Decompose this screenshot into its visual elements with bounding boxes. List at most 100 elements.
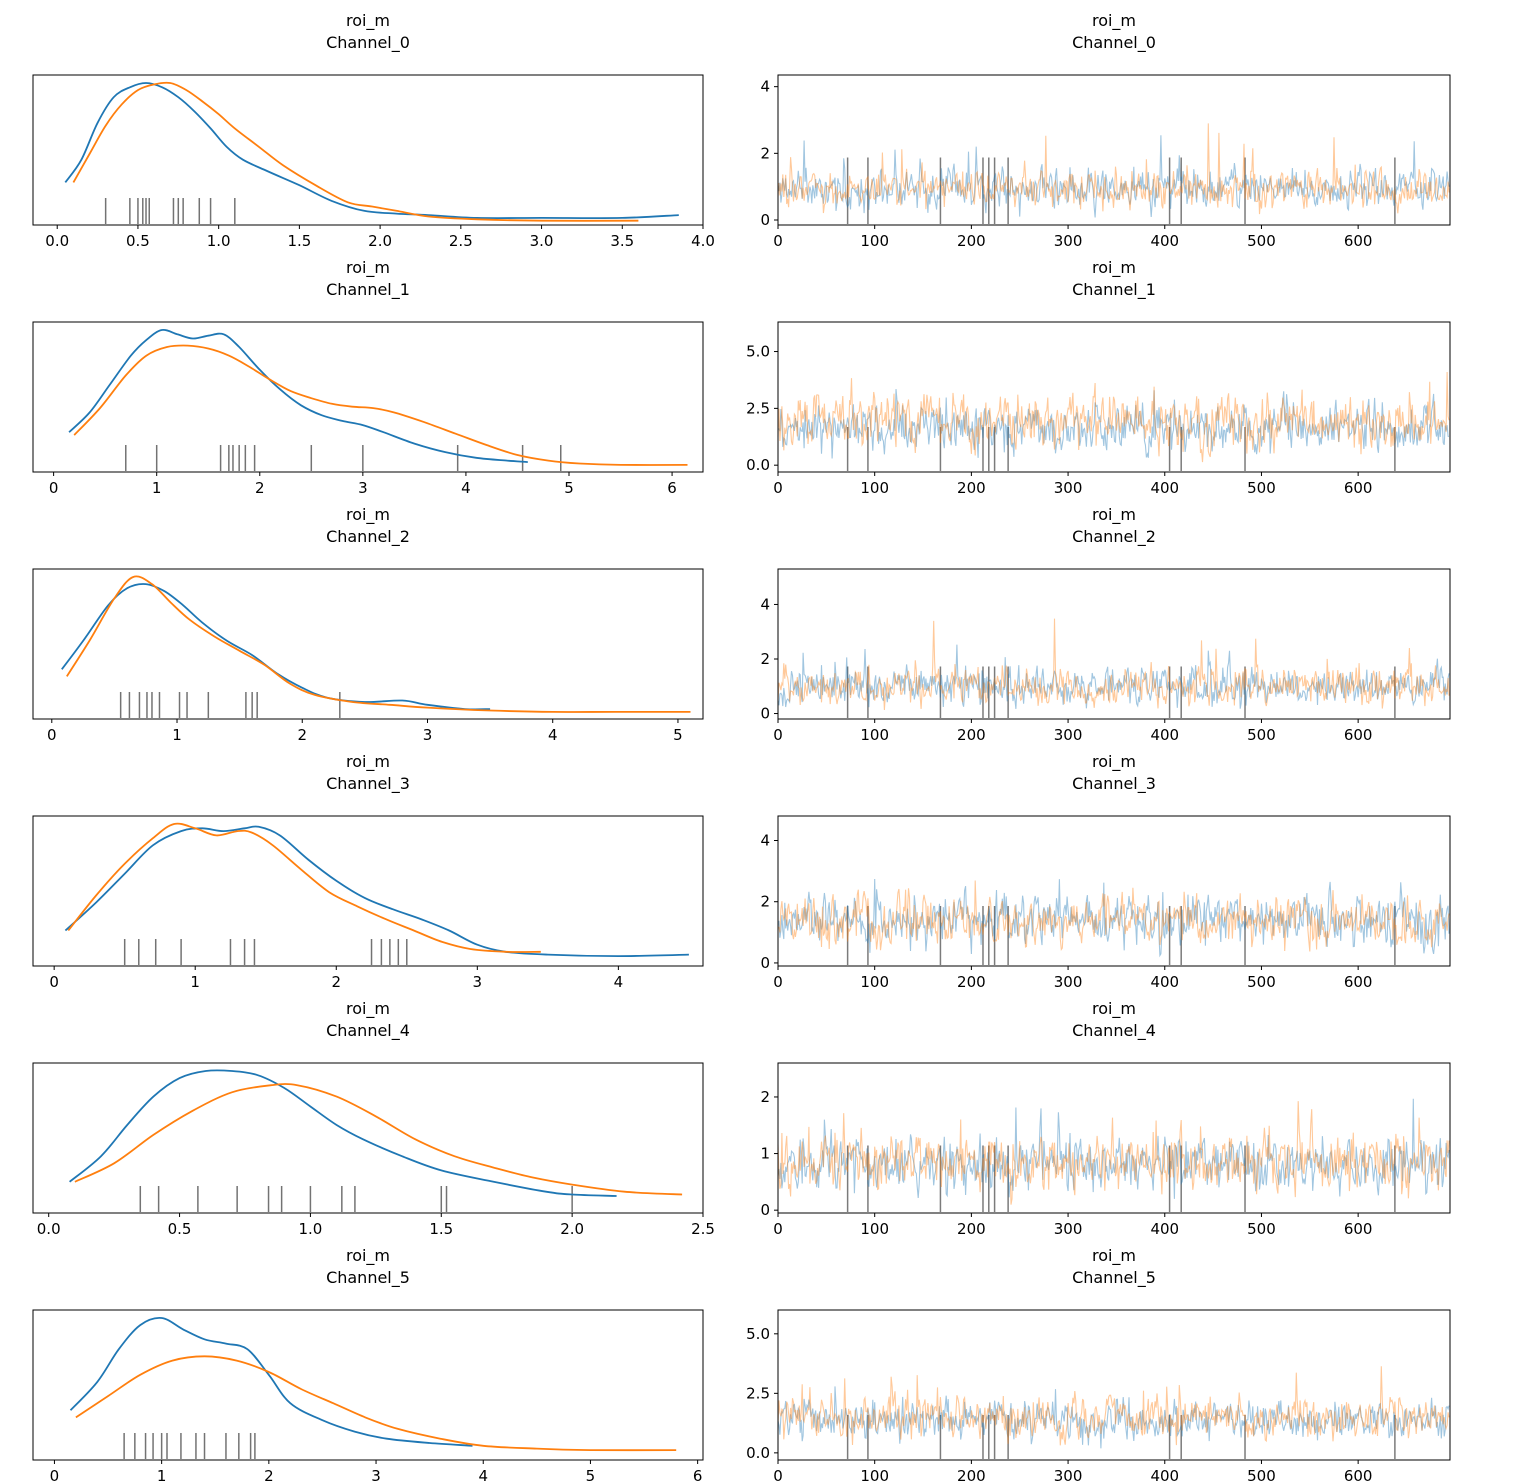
kde-panel-0: 0.0 0.5 1.0 1.5 2.0 2.5 3.0 3.5 4.0 xyxy=(32,74,715,250)
kde-curve-blue xyxy=(61,583,491,711)
kde-panel-2: 0 1 2 3 4 5 xyxy=(32,568,704,744)
kde-curve-blue xyxy=(69,1316,473,1447)
x-axis: 0 100 200 300 400 500 600 xyxy=(773,719,1372,744)
kde-panel-3: 0 1 2 3 4 xyxy=(32,815,704,991)
plot-title-line2: Channel_2 xyxy=(1072,527,1156,546)
svg-text:6: 6 xyxy=(667,479,677,497)
svg-text:200: 200 xyxy=(957,1467,986,1482)
x-axis: 0 100 200 300 400 500 600 xyxy=(773,1213,1372,1238)
trace-blue xyxy=(777,1386,1450,1449)
plot-title-line1: roi_m xyxy=(345,752,391,771)
svg-text:1: 1 xyxy=(152,479,162,497)
kde-panel-4: 0.0 0.5 1.0 1.5 2.0 2.5 xyxy=(32,1062,715,1238)
svg-text:4: 4 xyxy=(461,479,471,497)
trace-blue xyxy=(777,389,1450,459)
kde-curve-blue xyxy=(64,825,689,958)
ts-panel-3: 0 100 200 300 400 500 600 0 2 4 xyxy=(760,815,1451,991)
axes-spines xyxy=(32,1062,704,1214)
kde-curve-blue xyxy=(69,1069,617,1197)
x-axis: 0 100 200 300 400 500 600 xyxy=(773,966,1372,991)
trace-blue xyxy=(777,878,1450,958)
svg-text:4: 4 xyxy=(760,831,770,849)
svg-text:100: 100 xyxy=(860,1467,889,1482)
kde-panel-5: 0 1 2 3 4 5 6 xyxy=(32,1309,704,1482)
plot-title-line1: roi_m xyxy=(345,1246,391,1265)
svg-text:2: 2 xyxy=(760,144,770,162)
svg-text:4: 4 xyxy=(478,1467,488,1482)
svg-text:5.0: 5.0 xyxy=(746,343,770,361)
svg-text:2: 2 xyxy=(255,479,265,497)
svg-text:3.0: 3.0 xyxy=(530,232,554,250)
svg-text:4: 4 xyxy=(760,595,770,613)
kde-curve-orange xyxy=(73,344,688,466)
svg-text:0: 0 xyxy=(773,973,783,991)
svg-text:600: 600 xyxy=(1344,973,1373,991)
svg-text:200: 200 xyxy=(957,232,986,250)
plot-title-line1: roi_m xyxy=(1091,999,1137,1018)
ts-panel-0: 0 100 200 300 400 500 600 0 2 4 xyxy=(760,74,1451,250)
x-axis: 0 1 2 3 4 xyxy=(49,966,623,991)
trace-orange xyxy=(777,1101,1450,1205)
event-lines xyxy=(846,1145,1396,1212)
event-lines xyxy=(846,427,1396,471)
plot-title-line2: Channel_2 xyxy=(326,527,410,546)
ts-title-channel-1: roi_m Channel_1 xyxy=(778,257,1450,301)
svg-text:1.5: 1.5 xyxy=(287,232,311,250)
x-axis: 0 100 200 300 400 500 600 xyxy=(773,225,1372,250)
svg-text:400: 400 xyxy=(1150,1220,1179,1238)
svg-text:500: 500 xyxy=(1247,726,1276,744)
svg-text:400: 400 xyxy=(1150,479,1179,497)
svg-text:500: 500 xyxy=(1247,232,1276,250)
event-lines xyxy=(846,666,1396,718)
kde-panel-1: 0 1 2 3 4 5 6 xyxy=(32,321,704,497)
svg-text:0: 0 xyxy=(773,479,783,497)
plot-title-line2: Channel_3 xyxy=(326,774,410,793)
ts-panel-1: 0 100 200 300 400 500 600 0.0 2.5 5.0 xyxy=(746,321,1451,497)
plot-title-line2: Channel_3 xyxy=(1072,774,1156,793)
axes-spines xyxy=(777,321,1451,473)
event-lines xyxy=(846,157,1396,224)
svg-text:3: 3 xyxy=(371,1467,381,1482)
x-axis: 0.0 0.5 1.0 1.5 2.0 2.5 xyxy=(37,1213,715,1238)
svg-text:2.5: 2.5 xyxy=(449,232,473,250)
trace-orange xyxy=(777,371,1450,463)
axes-spines xyxy=(32,74,704,226)
event-lines xyxy=(846,1415,1396,1459)
y-axis: 0 2 4 xyxy=(760,831,778,972)
rug-marks xyxy=(139,1186,573,1212)
trace-blue xyxy=(777,644,1450,709)
svg-text:0.5: 0.5 xyxy=(168,1220,192,1238)
svg-text:1.0: 1.0 xyxy=(207,232,231,250)
svg-text:600: 600 xyxy=(1344,1220,1373,1238)
svg-text:0: 0 xyxy=(49,479,59,497)
y-axis: 0 2 4 xyxy=(760,595,778,723)
svg-text:0: 0 xyxy=(773,1220,783,1238)
kde-title-channel-3: roi_m Channel_3 xyxy=(33,751,703,795)
x-axis: 0 1 2 3 4 5 xyxy=(47,719,683,744)
svg-text:0.0: 0.0 xyxy=(45,232,69,250)
svg-text:4: 4 xyxy=(614,973,624,991)
axes-spines xyxy=(777,568,1451,720)
svg-text:0.5: 0.5 xyxy=(126,232,150,250)
event-lines xyxy=(846,906,1396,965)
svg-text:600: 600 xyxy=(1344,726,1373,744)
svg-text:500: 500 xyxy=(1247,973,1276,991)
y-axis: 0.0 2.5 5.0 xyxy=(746,343,778,474)
svg-text:2: 2 xyxy=(297,726,307,744)
plot-title-line1: roi_m xyxy=(1091,752,1137,771)
plot-title-line2: Channel_1 xyxy=(1072,280,1156,299)
trace-blue xyxy=(777,1098,1450,1199)
rug-marks xyxy=(125,445,562,471)
ts-title-channel-3: roi_m Channel_3 xyxy=(778,751,1450,795)
kde-title-channel-1: roi_m Channel_1 xyxy=(33,257,703,301)
svg-text:0: 0 xyxy=(49,973,59,991)
svg-text:5: 5 xyxy=(586,1467,596,1482)
svg-text:100: 100 xyxy=(860,973,889,991)
svg-text:200: 200 xyxy=(957,726,986,744)
svg-text:0: 0 xyxy=(773,1467,783,1482)
svg-text:3.5: 3.5 xyxy=(610,232,634,250)
axes-spines xyxy=(32,321,704,473)
plot-title-line2: Channel_5 xyxy=(326,1268,410,1287)
